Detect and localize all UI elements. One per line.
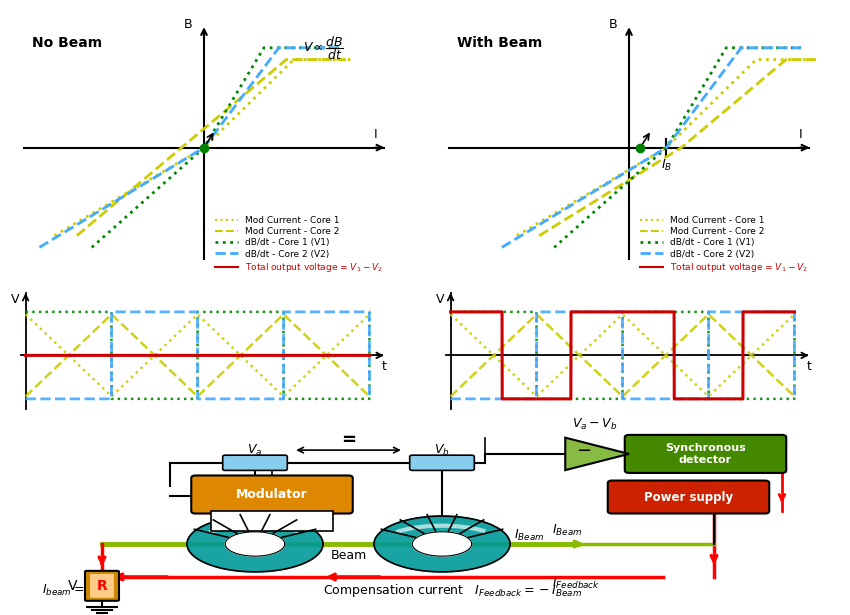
Text: V: V	[11, 293, 20, 306]
Text: $I_{beam} = V / R$: $I_{beam} = V / R$	[42, 583, 109, 598]
Text: Synchronous
detector: Synchronous detector	[666, 443, 746, 465]
Text: =: =	[341, 431, 356, 449]
FancyBboxPatch shape	[90, 574, 114, 598]
Text: $I_{Beam}$: $I_{Beam}$	[552, 523, 583, 538]
FancyBboxPatch shape	[85, 571, 119, 601]
Text: Compensation current   $I_{Feedback} = -I_{Beam}$: Compensation current $I_{Feedback} = -I_…	[323, 582, 582, 599]
Text: $V_a$: $V_a$	[247, 443, 263, 458]
Text: R: R	[97, 579, 107, 593]
Text: I: I	[374, 128, 378, 141]
Text: V: V	[67, 579, 77, 593]
FancyBboxPatch shape	[625, 435, 786, 473]
FancyBboxPatch shape	[608, 480, 769, 514]
Polygon shape	[412, 532, 472, 556]
Text: $I_B$: $I_B$	[660, 157, 672, 173]
Text: $V \propto \dfrac{dB}{dt}$: $V \propto \dfrac{dB}{dt}$	[303, 34, 344, 62]
FancyBboxPatch shape	[191, 475, 353, 514]
Text: $V_a - V_b$: $V_a - V_b$	[572, 416, 618, 432]
Text: Power supply: Power supply	[644, 491, 733, 504]
Text: I: I	[799, 128, 803, 141]
Text: B: B	[609, 18, 618, 31]
Text: $V_b$: $V_b$	[434, 443, 450, 458]
FancyBboxPatch shape	[211, 511, 333, 531]
Text: Modulator: Modulator	[236, 488, 308, 501]
Polygon shape	[374, 516, 510, 572]
Polygon shape	[225, 532, 285, 556]
FancyBboxPatch shape	[223, 455, 287, 470]
Text: $I_{Feedback}$: $I_{Feedback}$	[552, 576, 601, 591]
Text: t: t	[382, 360, 387, 373]
Legend: Mod Current - Core 1, Mod Current - Core 2, dB/dt - Core 1 (V1), dB/dt - Core 2 : Mod Current - Core 1, Mod Current - Core…	[212, 212, 387, 277]
Text: B: B	[184, 18, 193, 31]
Text: With Beam: With Beam	[457, 36, 542, 50]
Legend: Mod Current - Core 1, Mod Current - Core 2, dB/dt - Core 1 (V1), dB/dt - Core 2 : Mod Current - Core 1, Mod Current - Core…	[637, 212, 812, 277]
Text: t: t	[808, 360, 812, 373]
Text: $I_{Beam}$: $I_{Beam}$	[514, 528, 545, 543]
FancyBboxPatch shape	[410, 455, 474, 470]
Text: V: V	[436, 293, 445, 306]
Polygon shape	[187, 516, 323, 572]
Text: No Beam: No Beam	[32, 36, 102, 50]
Text: −: −	[576, 442, 592, 461]
Text: Beam: Beam	[331, 549, 366, 562]
Polygon shape	[565, 438, 629, 470]
